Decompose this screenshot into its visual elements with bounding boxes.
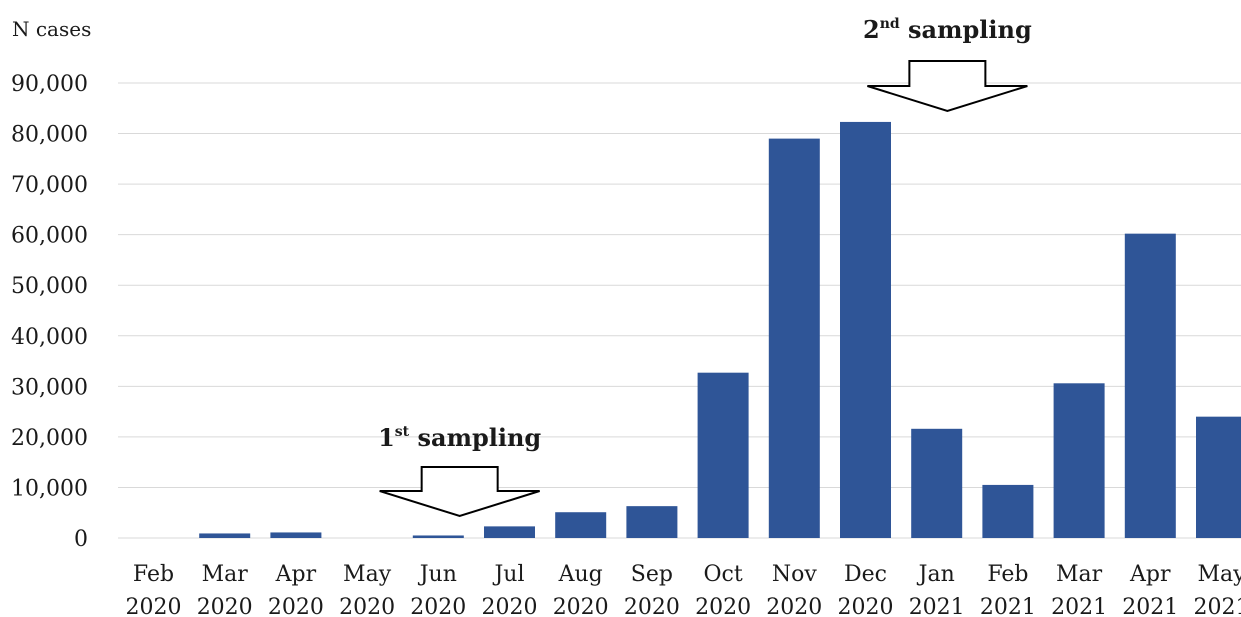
x-tick-month: Aug [558,562,603,587]
bar [768,138,820,538]
bar [911,428,963,538]
x-tick-month: Sep [631,562,673,587]
x-tick-month: Apr [1129,562,1171,587]
y-tick-label: 30,000 [11,375,88,400]
bar [484,526,535,538]
x-tick-year: 2020 [838,595,894,617]
y-tick-label: 70,000 [11,173,88,198]
x-tick-year: 2021 [1194,595,1241,617]
x-tick-year: 2020 [553,595,609,617]
bar [1124,233,1176,538]
y-tick-label: 20,000 [11,426,88,451]
x-tick-month: Feb [987,562,1028,587]
x-tick-month: Jun [418,562,457,587]
sampling-arrow-icon [867,60,1028,113]
x-tick-year: 2021 [1122,595,1178,617]
y-tick-label: 0 [74,527,88,552]
y-tick-label: 60,000 [11,224,88,249]
x-tick-month: Apr [275,562,317,587]
x-tick-year: 2021 [980,595,1036,617]
x-tick-year: 2020 [766,595,822,617]
y-tick-label: 50,000 [11,274,88,299]
x-tick-month: May [343,562,392,587]
bar [626,506,678,538]
bar [697,372,749,538]
x-tick-year: 2020 [126,595,182,617]
gridlines [118,82,1241,539]
x-tick-year: 2020 [339,595,395,617]
y-tick-label: 10,000 [11,476,88,501]
bar [982,484,1034,538]
x-tick-month: Dec [844,562,887,587]
x-tick-year: 2021 [1051,595,1107,617]
x-tick-year: 2020 [410,595,466,617]
bar [840,121,891,538]
annotations: 1st sampling 2nd sampling [378,15,1032,518]
x-tick-month: Oct [703,562,742,587]
bar [412,535,464,538]
bar [1053,383,1105,538]
x-tick-month: Feb [133,562,174,587]
sampling-arrow-icon [379,466,540,518]
y-axis-title: N cases [12,17,91,41]
x-tick-year: 2020 [268,595,324,617]
y-axis-ticks: 0 10,000 20,000 30,000 40,000 50,000 60,000 70,… [11,72,88,552]
x-tick-month: May [1197,562,1241,587]
x-tick-month: Jul [492,562,524,587]
bar [1196,416,1241,538]
bar [555,512,607,538]
x-tick-year: 2020 [197,595,253,617]
bar [270,532,322,538]
bar [199,533,251,538]
x-tick-month: Mar [1056,562,1103,587]
x-tick-year: 2020 [624,595,680,617]
y-tick-label: 40,000 [11,325,88,350]
sampling-annotation-label: 2nd sampling [863,15,1032,44]
x-tick-year: 2020 [695,595,751,617]
y-tick-label: 80,000 [11,123,88,148]
sampling-annotation-label: 1st sampling [378,423,541,452]
x-tick-year: 2021 [909,595,965,617]
x-axis-ticks: Feb 2020 Mar 2020 Apr 2020 May 2020 Jun 2020 Jul 20… [126,562,1241,617]
x-tick-month: Mar [202,562,249,587]
x-tick-year: 2020 [482,595,538,617]
x-tick-month: Jan [917,562,955,587]
bars [199,121,1241,538]
x-tick-month: Nov [772,562,817,587]
y-tick-label: 90,000 [11,72,88,97]
